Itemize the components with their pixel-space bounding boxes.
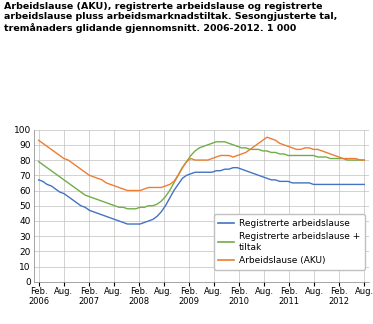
Legend: Registrerte arbeidslause, Registrerte arbeidslause +
tiltak, Arbeidslause (AKU): Registrerte arbeidslause, Registrerte ar… — [214, 214, 365, 270]
Text: Arbeidslause (AKU), registrerte arbeidslause og registrerte
arbeidslause pluss a: Arbeidslause (AKU), registrerte arbeidsl… — [4, 2, 337, 33]
